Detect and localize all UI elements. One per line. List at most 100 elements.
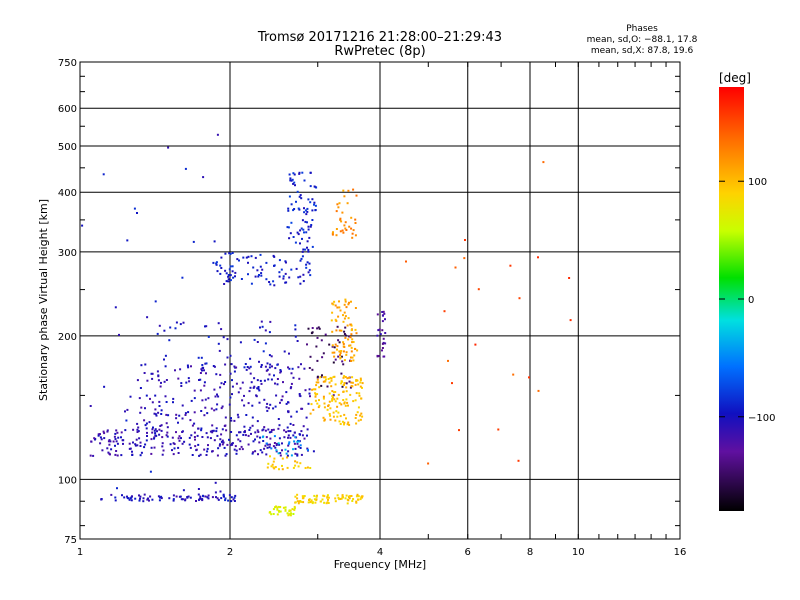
x-tick-label: 4 bbox=[377, 547, 383, 558]
data-point bbox=[259, 265, 262, 268]
data-point bbox=[219, 264, 222, 267]
data-point bbox=[317, 326, 320, 329]
data-point bbox=[343, 224, 346, 227]
data-point bbox=[338, 306, 341, 309]
data-point bbox=[130, 499, 133, 502]
data-point bbox=[451, 382, 453, 385]
data-point bbox=[148, 499, 150, 502]
data-point bbox=[126, 497, 129, 499]
data-point bbox=[296, 440, 299, 443]
data-point bbox=[332, 411, 335, 414]
data-point bbox=[114, 444, 116, 447]
data-point bbox=[216, 393, 218, 396]
data-point bbox=[346, 401, 349, 404]
title-block: Tromsø 20171216 21:28:00–21:29:43 RwPret… bbox=[257, 30, 502, 59]
data-point bbox=[234, 275, 236, 278]
data-point bbox=[447, 359, 449, 362]
data-point bbox=[182, 489, 185, 492]
data-point bbox=[299, 259, 302, 262]
data-point bbox=[259, 379, 262, 382]
data-point bbox=[277, 418, 280, 420]
data-point bbox=[282, 275, 285, 278]
data-point bbox=[177, 446, 180, 449]
data-point bbox=[120, 454, 123, 457]
data-point bbox=[223, 283, 226, 285]
phase-info-title: Phases bbox=[626, 24, 658, 34]
data-point bbox=[336, 405, 339, 408]
data-point bbox=[293, 507, 296, 510]
data-point bbox=[200, 356, 203, 359]
data-point bbox=[569, 319, 572, 322]
data-point bbox=[219, 386, 222, 389]
data-point bbox=[265, 261, 268, 264]
data-point bbox=[227, 274, 230, 276]
data-point bbox=[301, 250, 304, 253]
data-point bbox=[165, 413, 168, 416]
data-point bbox=[136, 444, 139, 447]
data-point bbox=[153, 429, 156, 432]
data-point bbox=[351, 341, 354, 344]
colorbar-tick-label: −100 bbox=[748, 413, 775, 424]
data-point bbox=[250, 432, 252, 435]
data-point bbox=[298, 171, 301, 174]
data-point bbox=[359, 377, 362, 380]
data-point bbox=[229, 279, 232, 282]
data-point bbox=[108, 443, 111, 446]
data-point bbox=[312, 450, 315, 453]
data-point bbox=[296, 190, 299, 193]
data-point bbox=[247, 255, 250, 258]
data-point bbox=[317, 381, 320, 384]
data-point bbox=[230, 419, 233, 422]
data-point bbox=[328, 400, 331, 403]
data-point bbox=[270, 447, 273, 450]
data-point bbox=[136, 428, 139, 431]
data-point bbox=[224, 363, 227, 366]
data-point bbox=[257, 275, 260, 278]
data-point bbox=[352, 498, 355, 500]
data-point bbox=[338, 350, 341, 353]
data-point bbox=[360, 412, 363, 415]
data-point bbox=[143, 419, 146, 422]
data-point bbox=[344, 227, 347, 230]
data-point bbox=[330, 377, 333, 380]
data-point bbox=[174, 327, 177, 330]
data-point bbox=[273, 442, 276, 444]
data-point bbox=[345, 306, 348, 309]
data-point bbox=[292, 172, 295, 175]
x-tick-label: 16 bbox=[674, 547, 687, 558]
data-point bbox=[89, 454, 92, 457]
data-point bbox=[315, 186, 318, 189]
data-point bbox=[314, 395, 317, 398]
data-point bbox=[230, 363, 233, 366]
data-point bbox=[281, 449, 283, 452]
data-point bbox=[354, 347, 356, 350]
data-point bbox=[133, 207, 136, 210]
data-point bbox=[224, 416, 227, 419]
data-point bbox=[281, 395, 284, 398]
data-point bbox=[321, 356, 324, 359]
data-point bbox=[293, 442, 296, 445]
data-point bbox=[347, 499, 350, 502]
data-point bbox=[230, 417, 232, 420]
data-point bbox=[106, 430, 109, 433]
data-point bbox=[217, 342, 220, 345]
data-point bbox=[255, 394, 258, 397]
data-point bbox=[116, 431, 119, 434]
data-point bbox=[207, 397, 210, 400]
data-point bbox=[252, 451, 255, 454]
data-point bbox=[346, 502, 349, 505]
data-point bbox=[288, 276, 291, 279]
data-point bbox=[193, 422, 196, 425]
data-point bbox=[343, 359, 346, 362]
data-point bbox=[194, 445, 197, 448]
data-point bbox=[278, 271, 281, 274]
data-point bbox=[225, 272, 228, 275]
data-point bbox=[309, 355, 312, 358]
data-point bbox=[196, 434, 199, 437]
data-point bbox=[167, 146, 170, 149]
data-point bbox=[343, 330, 346, 333]
data-point bbox=[252, 440, 255, 443]
data-point bbox=[318, 399, 320, 402]
x-tick-label: 2 bbox=[227, 547, 233, 558]
data-point bbox=[360, 397, 363, 400]
